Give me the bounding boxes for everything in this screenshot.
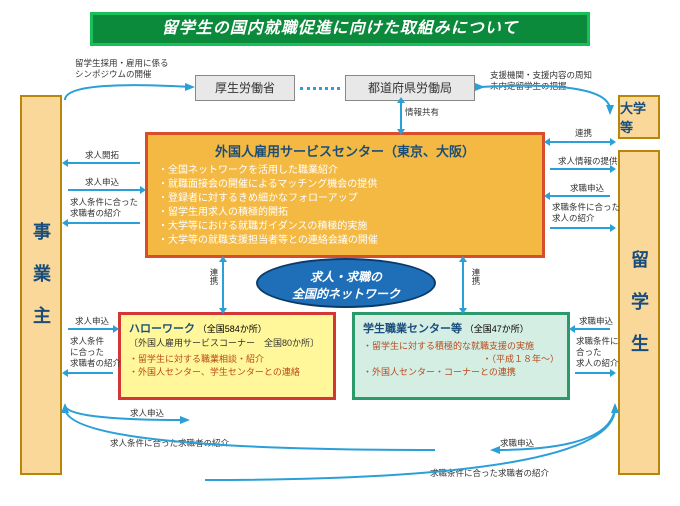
- sc-item: （平成１８年～）: [363, 353, 559, 366]
- note-moushikomi-2: 求人申込: [75, 316, 109, 327]
- sidebar-employer-label: 事業主: [28, 222, 54, 348]
- title-banner: 留学生の国内就職促進に向けた取組みについて: [90, 12, 590, 46]
- arrow: [68, 328, 113, 330]
- sc-header: 学生職業センター等: [363, 323, 462, 335]
- arrow: [462, 262, 464, 308]
- hellowork-sub: 〔外国人雇用サービスコーナー 全国80か所〕: [129, 336, 325, 349]
- note-joken-1: 求人条件に合った求職者の紹介: [70, 197, 138, 219]
- student-center-box: 学生職業センター等 （全国47か所） 留学生に対する積極的な就職支援の実施 （平…: [352, 312, 570, 400]
- sidebar-student-label: 留学生: [626, 250, 652, 376]
- arrow: [550, 195, 610, 197]
- arrow: [550, 227, 610, 229]
- note-teikyo: 求人情報の提供: [558, 156, 618, 167]
- sc-item: 外国人センター・コーナーとの連携: [363, 366, 559, 379]
- network-oval: 求人・求職の 全国的ネットワーク: [256, 258, 436, 308]
- note-bottom-right: 求職条件に合った求職者の紹介: [430, 468, 549, 479]
- hellowork-count: （全国584か所）: [198, 324, 267, 334]
- note-bottom-left: 求人条件に合った求職者の紹介: [110, 438, 229, 449]
- note-kyushoku-3: 求職申込: [500, 438, 534, 449]
- hellowork-box: ハローワーク （全国584か所） 〔外国人雇用サービスコーナー 全国80か所〕 …: [118, 312, 336, 400]
- center-item: 大学等の就職支援担当者等との連絡会議の開催: [158, 234, 532, 248]
- sc-count: （全国47か所）: [465, 324, 529, 334]
- curve-bottom-right-2: [200, 400, 620, 485]
- note-moushikomi-3: 求人申込: [130, 408, 164, 419]
- note-joken-2: 求人条件に合った求職者の紹介: [70, 336, 121, 369]
- center-item: 留学生用求人の積極的開拓: [158, 206, 532, 220]
- note-renkei-vr: 連携: [470, 268, 481, 285]
- sc-item: 留学生に対する積極的な就職支援の実施: [363, 340, 559, 353]
- arrow: [68, 189, 140, 191]
- center-item: 就職面接会の開催によるマッチング機会の提供: [158, 178, 532, 192]
- arrow: [550, 168, 610, 170]
- oval-line1: 求人・求職の: [258, 268, 434, 285]
- sidebar-student: 留学生: [618, 150, 660, 475]
- arrow: [68, 222, 140, 224]
- arrow: [222, 262, 224, 308]
- arrow: [575, 372, 610, 374]
- note-renkei-tr: 連携: [575, 128, 592, 139]
- arrow: [400, 103, 402, 129]
- note-moushikomi-1: 求人申込: [85, 177, 119, 188]
- note-jkn-r-1: 求職条件に合った求人の紹介: [552, 202, 620, 224]
- arrow: [550, 141, 610, 143]
- center-header: 外国人雇用サービスセンター（東京、大阪）: [158, 141, 532, 160]
- sc-list: 留学生に対する積極的な就職支援の実施 （平成１８年～） 外国人センター・コーナー…: [363, 340, 559, 379]
- note-support-info: 支援機関・支援内容の周知未内定留学生の把握: [490, 70, 592, 92]
- dotted-connector: [300, 87, 340, 90]
- note-symposium: 留学生採用・雇用に係るシンポジウムの開催: [75, 58, 169, 80]
- center-list: 全国ネットワークを活用した職業紹介 就職面接会の開催によるマッチング機会の提供 …: [158, 164, 532, 248]
- hellowork-header: ハローワーク: [129, 323, 195, 335]
- note-renkei-vl: 連携: [208, 268, 219, 285]
- center-box: 外国人雇用サービスセンター（東京、大阪） 全国ネットワークを活用した職業紹介 就…: [145, 132, 545, 258]
- hellowork-list: 留学生に対する職業相談・紹介 外国人センター、学生センターとの連絡: [129, 353, 325, 379]
- oval-line2: 全国的ネットワーク: [258, 285, 434, 302]
- center-item: 大学等における就職ガイダンスの積極的実施: [158, 220, 532, 234]
- note-kaitaku: 求人開拓: [85, 150, 119, 161]
- hellowork-item: 留学生に対する職業相談・紹介: [129, 353, 325, 366]
- sidebar-employer: 事業主: [20, 95, 62, 475]
- hellowork-item: 外国人センター、学生センターとの連絡: [129, 366, 325, 379]
- sidebar-university: 大学等: [618, 95, 660, 139]
- note-kyushoku-2: 求職申込: [579, 316, 613, 327]
- center-item: 全国ネットワークを活用した職業紹介: [158, 164, 532, 178]
- sidebar-university-label: 大学等: [620, 98, 658, 136]
- curve-bottom-left-1: [60, 400, 190, 425]
- center-item: 登録者に対するきめ細かなフォローアップ: [158, 192, 532, 206]
- arrow: [68, 162, 140, 164]
- box-pref-labor: 都道府県労働局: [345, 75, 475, 101]
- box-mhlw: 厚生労働省: [195, 75, 295, 101]
- arrow: [68, 372, 113, 374]
- note-jkn-r-2: 求職条件に合った求人の紹介: [576, 336, 619, 369]
- arrow: [575, 328, 610, 330]
- note-info-share: 情報共有: [405, 107, 439, 118]
- note-kyushoku-1: 求職申込: [570, 183, 604, 194]
